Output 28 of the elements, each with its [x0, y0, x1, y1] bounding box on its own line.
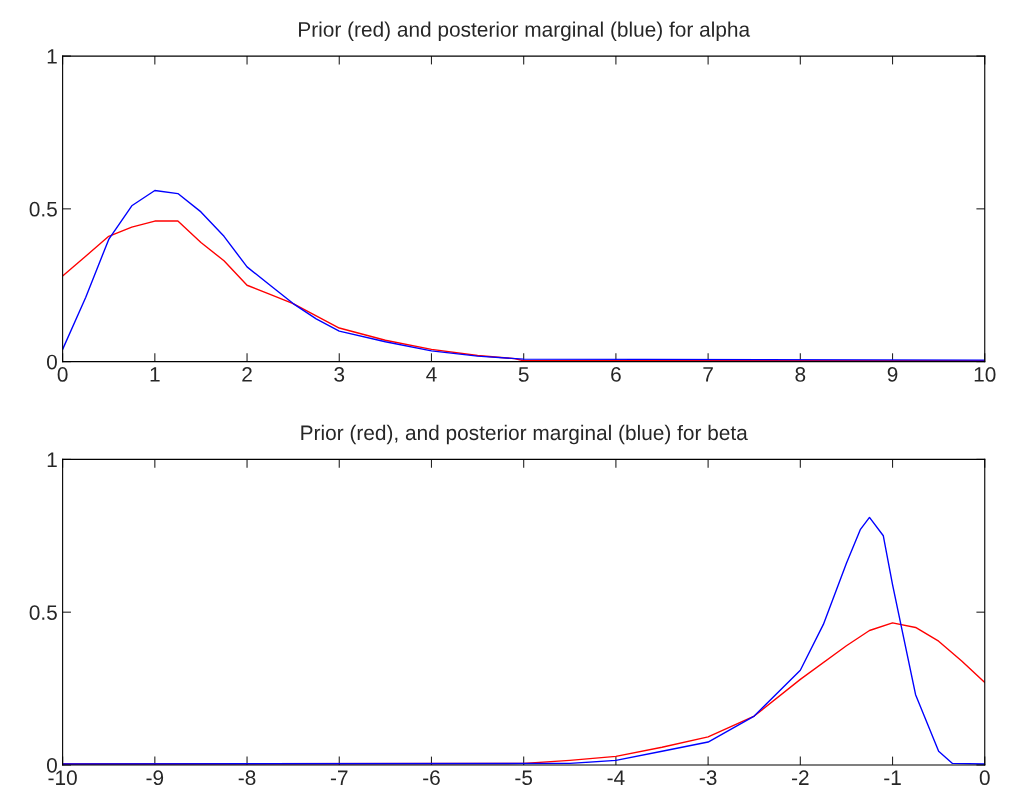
- x-tick-label: 5: [518, 367, 529, 382]
- x-tick-label: 0: [57, 367, 68, 382]
- y-tick-label: 1: [47, 452, 57, 467]
- x-tick-label: -5: [515, 770, 533, 786]
- x-tick-label: -2: [791, 770, 809, 785]
- x-tick-label: -6: [423, 770, 440, 786]
- x-tick-label: 9: [887, 367, 898, 382]
- x-tick-label: -3: [699, 770, 717, 786]
- x-tick-label: 7: [703, 367, 713, 382]
- x-tick-label: -8: [238, 770, 256, 786]
- x-tick-label: -7: [330, 770, 348, 785]
- y-tick-label: 0.5: [29, 605, 57, 620]
- x-tick-label: 6: [611, 367, 621, 382]
- x-tick-label: -4: [607, 770, 625, 785]
- x-tick-label: -9: [146, 770, 164, 786]
- x-tick-label: 1: [150, 367, 160, 382]
- x-tick-label: 8: [795, 367, 806, 382]
- y-tick-label: 0.5: [29, 201, 57, 217]
- x-tick-label: -1: [884, 770, 901, 785]
- x-tick-label: 10: [974, 367, 996, 382]
- x-tick-label: 3: [334, 367, 345, 382]
- x-tick-label: 0: [979, 770, 990, 786]
- y-tick-label: 0: [46, 354, 57, 370]
- x-tick-label: 4: [426, 367, 437, 382]
- chart-title: Prior (red), and posterior marginal (blue) for beta: [301, 424, 748, 445]
- chart-title: Prior (red) and posterior marginal (blue) for alpha: [299, 21, 751, 41]
- x-tick-label: 2: [242, 367, 252, 382]
- y-tick-label: 1: [47, 49, 57, 64]
